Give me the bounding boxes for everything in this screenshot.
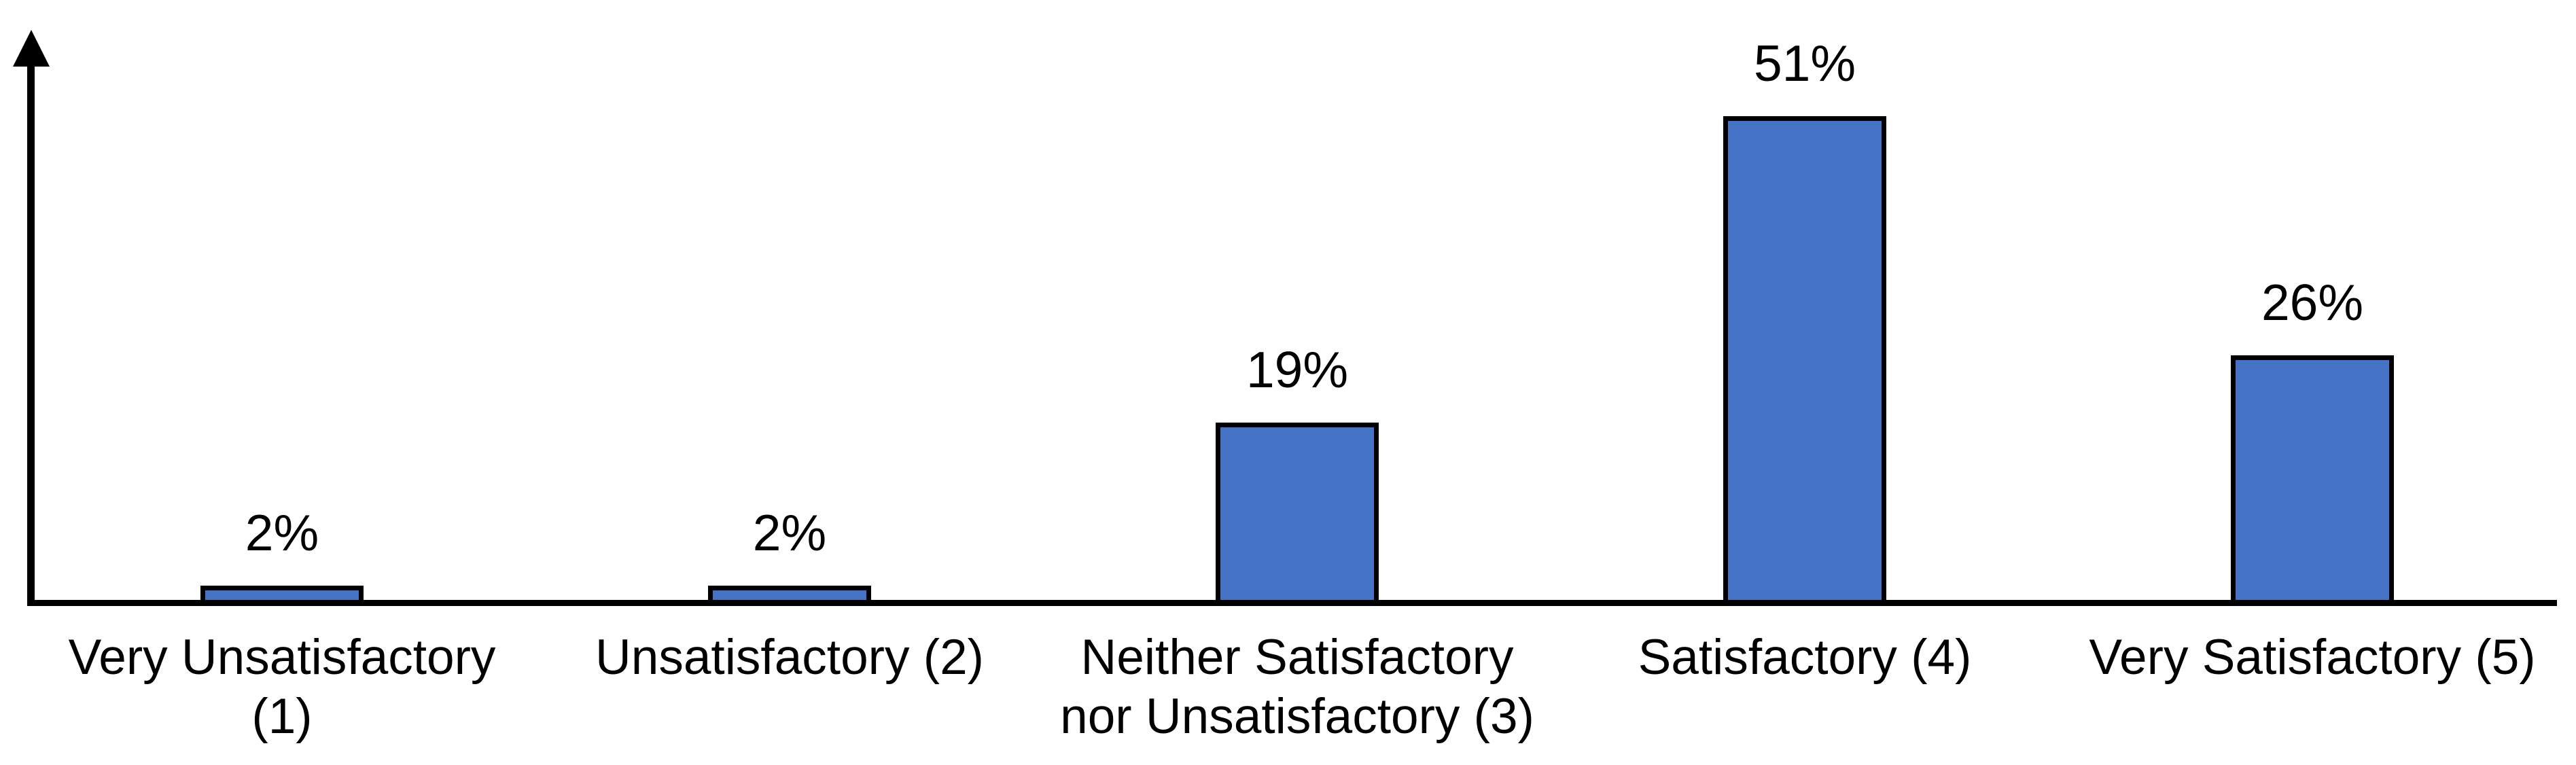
bar bbox=[2231, 355, 2394, 605]
category-label-line: Very Unsatisfactory bbox=[68, 630, 496, 685]
bar bbox=[200, 586, 364, 605]
category-label: Unsatisfactory (2) bbox=[531, 628, 1048, 687]
y-axis-line bbox=[27, 61, 35, 606]
bar-value-label: 2% bbox=[752, 504, 827, 561]
y-axis-arrow-icon bbox=[13, 30, 50, 67]
bar-value-label: 51% bbox=[1753, 35, 1856, 92]
category-label-line: (1) bbox=[251, 689, 313, 744]
category-label: Very Unsatisfactory (1) bbox=[24, 628, 540, 746]
category-label-line: Very Satisfactory (5) bbox=[2089, 630, 2536, 685]
category-label: Neither Satisfactory nor Unsatisfactory (… bbox=[1039, 628, 1555, 746]
bar bbox=[1723, 116, 1886, 605]
bar-value-label: 26% bbox=[2261, 274, 2364, 331]
category-label-line: Satisfactory (4) bbox=[1638, 630, 1972, 685]
category-label: Very Satisfactory (5) bbox=[2054, 628, 2571, 687]
bar-value-label: 2% bbox=[245, 504, 319, 561]
category-label-line: nor Unsatisfactory (3) bbox=[1060, 689, 1534, 744]
category-label-line: Neither Satisfactory bbox=[1080, 630, 1514, 685]
category-label: Satisfactory (4) bbox=[1547, 628, 2063, 687]
bar bbox=[708, 586, 871, 605]
category-label-line: Unsatisfactory (2) bbox=[595, 630, 984, 685]
bar bbox=[1216, 423, 1379, 605]
bar-value-label: 19% bbox=[1246, 341, 1349, 398]
